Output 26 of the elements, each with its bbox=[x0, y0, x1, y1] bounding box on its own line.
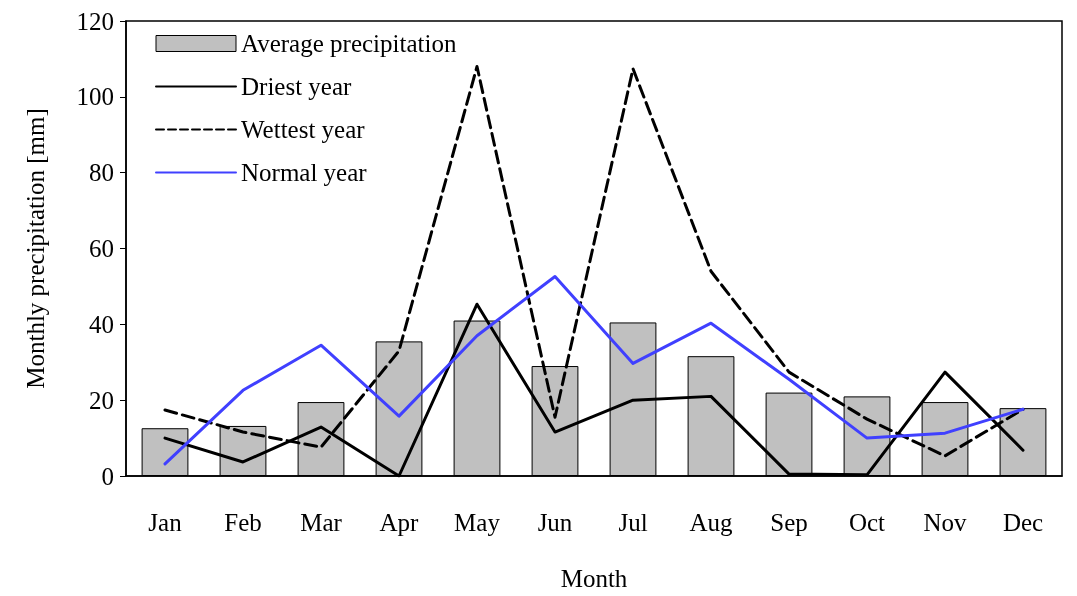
x-tick-label: Feb bbox=[224, 509, 262, 536]
y-tick-label: 60 bbox=[89, 235, 114, 262]
x-tick-label: Apr bbox=[379, 509, 420, 536]
y-tick-label: 0 bbox=[101, 462, 114, 490]
y-tick-label: 120 bbox=[76, 7, 114, 35]
x-tick-label: Jul bbox=[618, 509, 648, 536]
x-axis-title: Month bbox=[560, 565, 628, 592]
legend-label: Normal year bbox=[241, 159, 368, 186]
x-tick-label: Sep bbox=[770, 509, 808, 536]
x-tick-label: Dec bbox=[1002, 509, 1044, 536]
x-tick-label: Mar bbox=[300, 509, 343, 536]
y-tick-label: 20 bbox=[89, 386, 114, 414]
legend-label: Wettest year bbox=[241, 116, 366, 143]
y-tick-label: 100 bbox=[76, 83, 114, 111]
legend-label: Average precipitation bbox=[241, 30, 457, 57]
x-tick-label: Oct bbox=[848, 509, 886, 536]
y-tick-label: 40 bbox=[89, 310, 114, 338]
line-series bbox=[163, 275, 1025, 466]
y-axis-title: Monthly precipitation [mm] bbox=[22, 108, 49, 389]
y-tick-label: 80 bbox=[89, 159, 114, 187]
x-tick-label: Jan bbox=[148, 509, 183, 536]
x-tick-label: Jun bbox=[537, 509, 573, 536]
x-tick-label: Nov bbox=[923, 509, 968, 536]
legend-label: Driest year bbox=[241, 73, 353, 100]
x-tick-label: May bbox=[454, 509, 501, 536]
x-tick-label: Aug bbox=[689, 509, 734, 536]
